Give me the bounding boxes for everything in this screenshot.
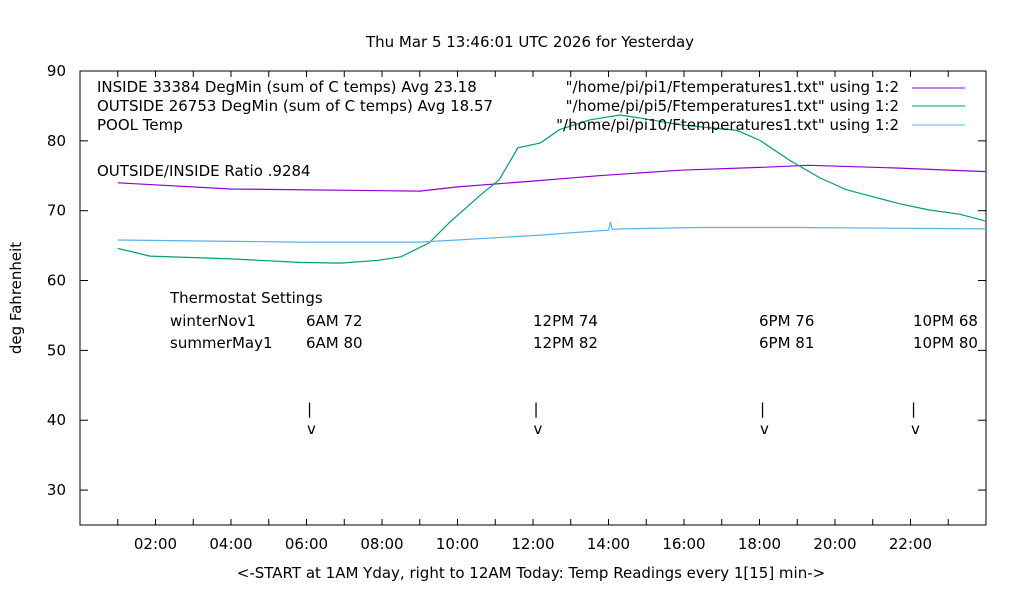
x-tick-label: 22:00 — [889, 535, 932, 553]
pool-label: POOL Temp — [97, 116, 183, 134]
x-tick-label: 16:00 — [662, 535, 705, 553]
chart-title: Thu Mar 5 13:46:01 UTC 2026 for Yesterda… — [365, 33, 694, 51]
legend-entry-outside: "/home/pi/pi5/Ftemperatures1.txt" using … — [566, 97, 899, 115]
x-axis-label: <-START at 1AM Yday, right to 12AM Today… — [237, 564, 825, 582]
x-tick-label: 12:00 — [511, 535, 554, 553]
schedule-name-summer: summerMay1 — [170, 334, 273, 352]
thermostat-arrow-stem: | — [533, 400, 538, 418]
y-axis-label: deg Fahrenheit — [7, 242, 25, 354]
summer-setting: 6AM 80 — [306, 334, 363, 352]
legend-entry-inside: "/home/pi/pi1/Ftemperatures1.txt" using … — [566, 78, 899, 96]
y-tick-label: 60 — [47, 272, 66, 290]
x-tick-label: 04:00 — [209, 535, 252, 553]
summer-setting: 12PM 82 — [533, 334, 598, 352]
winter-setting: 6PM 76 — [759, 312, 814, 330]
outside-label: OUTSIDE 26753 DegMin (sum of C temps) Av… — [97, 97, 493, 115]
thermostat-arrow-stem: | — [760, 400, 765, 418]
x-tick-label: 10:00 — [436, 535, 479, 553]
thermostat-arrow-stem: | — [911, 400, 916, 418]
schedule-name-winter: winterNov1 — [170, 312, 256, 330]
y-tick-label: 40 — [47, 411, 66, 429]
thermostat-arrow-head: v — [760, 420, 769, 438]
x-tick-label: 18:00 — [738, 535, 781, 553]
summer-setting: 6PM 81 — [759, 334, 814, 352]
ratio-label: OUTSIDE/INSIDE Ratio .9284 — [97, 162, 311, 180]
thermostat-arrow-head: v — [534, 420, 543, 438]
winter-setting: 6AM 72 — [306, 312, 363, 330]
summer-setting: 10PM 80 — [913, 334, 978, 352]
thermostat-arrow-head: v — [307, 420, 316, 438]
pool-temperature-line — [117, 221, 987, 243]
inside-temperature-line — [117, 164, 987, 192]
thermostat-arrow-stem: | — [307, 400, 312, 418]
y-tick-label: 90 — [47, 62, 66, 80]
y-tick-label: 50 — [47, 341, 66, 359]
y-tick-label: 80 — [47, 132, 66, 150]
x-tick-label: 02:00 — [134, 535, 177, 553]
x-tick-label: 20:00 — [813, 535, 856, 553]
x-tick-label: 14:00 — [587, 535, 630, 553]
x-tick-label: 06:00 — [285, 535, 328, 553]
outside-temperature-line — [117, 114, 987, 264]
x-tick-label: 08:00 — [360, 535, 403, 553]
winter-setting: 12PM 74 — [533, 312, 598, 330]
legend-entry-pool: "/home/pi/pi10/Ftemperatures1.txt" using… — [556, 116, 899, 134]
thermostat-arrow-head: v — [911, 420, 920, 438]
y-tick-label: 30 — [47, 481, 66, 499]
winter-setting: 10PM 68 — [913, 312, 978, 330]
thermostat-title: Thermostat Settings — [169, 289, 323, 307]
inside-label: INSIDE 33384 DegMin (sum of C temps) Avg… — [97, 78, 477, 96]
y-tick-label: 70 — [47, 202, 66, 220]
